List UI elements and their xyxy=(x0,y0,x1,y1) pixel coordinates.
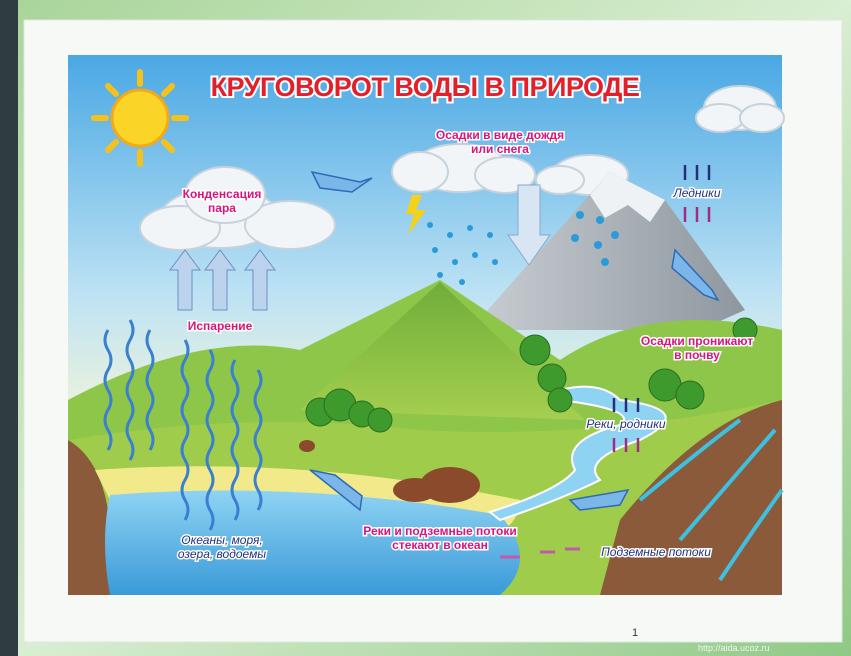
label-line: пара xyxy=(208,201,236,215)
label: Реки, родники xyxy=(586,417,665,431)
title: КРУГОВОРОТ ВОДЫ В ПРИРОДЕ xyxy=(211,72,640,102)
cloud xyxy=(392,152,448,192)
rain xyxy=(487,232,493,238)
label-line: Подземные потоки xyxy=(601,545,711,559)
label: Океаны, моря,озера, водоемы xyxy=(178,533,266,561)
trees xyxy=(368,408,392,432)
cloud xyxy=(740,104,784,132)
label-line: в почву xyxy=(674,348,720,362)
snow xyxy=(594,241,602,249)
condensation-arrows xyxy=(170,250,275,310)
rain xyxy=(437,272,443,278)
label-line: Реки, родники xyxy=(586,417,665,431)
label: Подземные потоки xyxy=(601,545,711,559)
label-line: или снега xyxy=(471,142,529,156)
cloud xyxy=(536,166,584,194)
rain xyxy=(447,232,453,238)
illustration xyxy=(68,55,784,595)
trees xyxy=(548,388,572,412)
rain xyxy=(452,259,458,265)
snow xyxy=(576,211,584,219)
rain xyxy=(492,259,498,265)
sun xyxy=(94,72,186,164)
snow xyxy=(611,231,619,239)
rocks xyxy=(420,467,480,503)
rain xyxy=(432,247,438,253)
rain xyxy=(459,279,465,285)
rocks xyxy=(299,440,315,452)
rain xyxy=(427,222,433,228)
rain xyxy=(472,252,478,258)
page-number: 1 xyxy=(632,627,638,639)
label-line: озера, водоемы xyxy=(178,547,266,561)
label-line: Испарение xyxy=(188,319,253,333)
snow xyxy=(571,234,579,242)
label-line: Осадки проникают xyxy=(641,334,753,348)
snow xyxy=(601,258,609,266)
label: Ледники xyxy=(672,186,720,200)
trees xyxy=(520,335,550,365)
label-line: Конденсация xyxy=(183,187,262,201)
source-url: http://aida.ucoz.ru xyxy=(698,643,770,653)
label-line: Реки и подземные потоки xyxy=(363,524,516,538)
label-line: Океаны, моря, xyxy=(181,533,263,547)
label: Испарение xyxy=(188,319,253,333)
rain xyxy=(467,225,473,231)
trees xyxy=(676,381,704,409)
diagram: КРУГОВОРОТ ВОДЫ В ПРИРОДЕ Конденсацияпар… xyxy=(0,0,851,656)
body: КРУГОВОРОТ ВОДЫ В ПРИРОДЕ Конденсацияпар… xyxy=(0,0,851,656)
label-line: Осадки в виде дождя xyxy=(436,128,564,142)
sun xyxy=(112,90,168,146)
page: Круговорот воды в природе {"title": "КРУ… xyxy=(0,0,851,656)
label-line: Ледники xyxy=(672,186,720,200)
snow xyxy=(596,216,604,224)
cloud xyxy=(696,104,744,132)
label-line: стекают в океан xyxy=(392,538,488,552)
